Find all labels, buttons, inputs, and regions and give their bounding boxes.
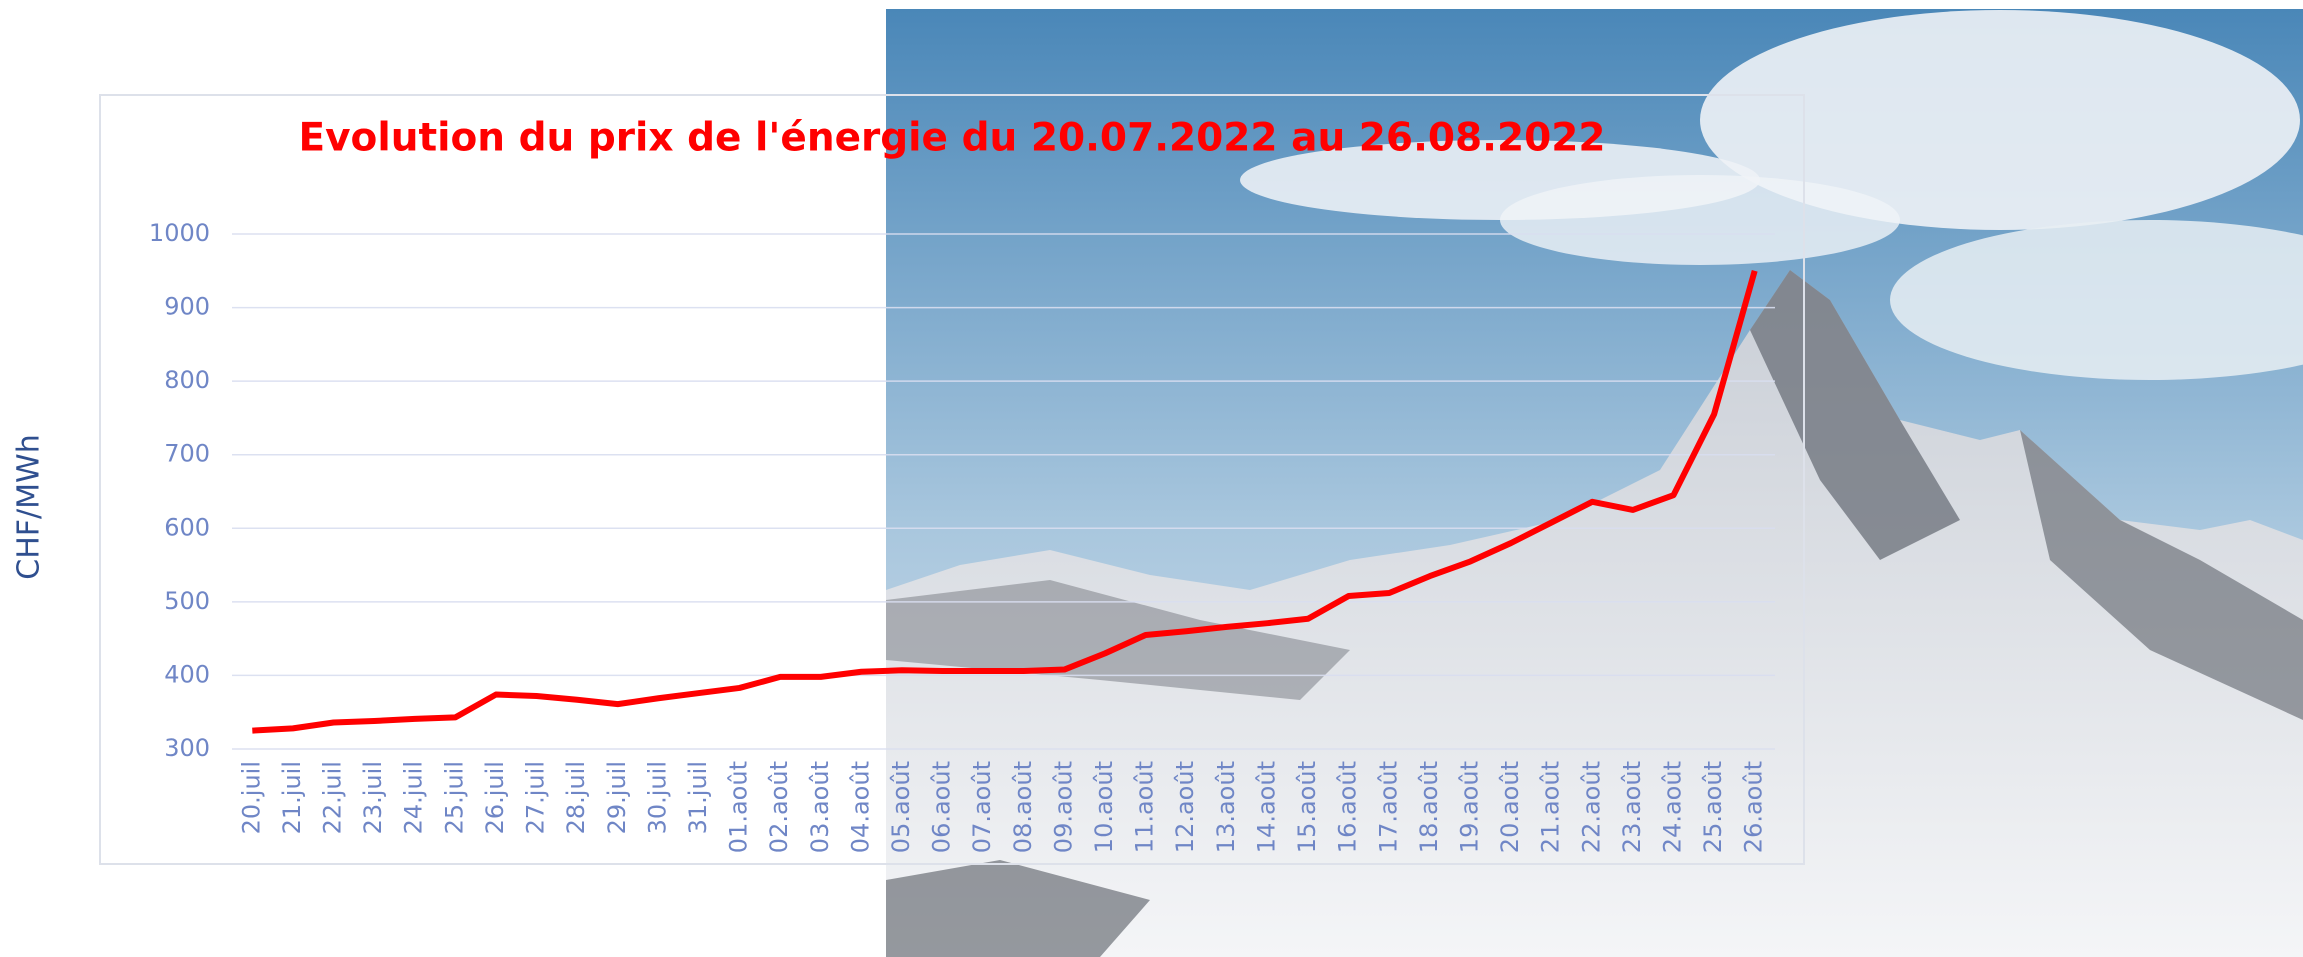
x-tick-label: 30.juil <box>643 761 671 834</box>
x-tick-label: 10.août <box>1090 761 1118 853</box>
x-tick-label: 29.juil <box>603 761 631 834</box>
x-tick-label: 18.août <box>1415 761 1443 853</box>
x-tick-label: 22.juil <box>319 761 347 834</box>
x-tick-label: 27.juil <box>522 761 550 834</box>
x-tick-label: 01.août <box>725 761 753 853</box>
x-tick-label: 04.août <box>846 761 874 853</box>
x-tick-label: 22.août <box>1577 761 1605 853</box>
x-tick-label: 09.août <box>1049 761 1077 853</box>
x-tick-label: 25.août <box>1699 761 1727 853</box>
y-tick-label: 400 <box>164 660 210 688</box>
x-tick-label: 21.août <box>1537 761 1565 853</box>
y-tick-label: 600 <box>164 513 210 541</box>
x-tick-label: 14.août <box>1252 761 1280 853</box>
x-tick-label: 13.août <box>1212 761 1240 853</box>
x-tick-label: 08.août <box>1009 761 1037 853</box>
x-tick-label: 21.juil <box>278 761 306 834</box>
chart: Evolution du prix de l'énergie du 20.07.… <box>0 0 2303 957</box>
x-tick-label: 25.juil <box>440 761 468 834</box>
y-tick-label: 500 <box>164 587 210 615</box>
x-tick-label: 05.août <box>887 761 915 853</box>
chart-title: Evolution du prix de l'énergie du 20.07.… <box>298 116 1605 161</box>
x-tick-label: 07.août <box>968 761 996 853</box>
x-tick-label: 02.août <box>765 761 793 853</box>
x-tick-label: 31.juil <box>684 761 712 834</box>
x-tick-label: 20.août <box>1496 761 1524 853</box>
x-tick-label: 23.juil <box>359 761 387 834</box>
y-tick-label: 800 <box>164 366 210 394</box>
x-tick-label: 17.août <box>1374 761 1402 853</box>
x-tick-label: 26.juil <box>481 761 509 834</box>
x-tick-label: 28.juil <box>562 761 590 834</box>
x-tick-label: 23.août <box>1618 761 1646 853</box>
x-tick-label: 11.août <box>1131 761 1159 853</box>
y-tick-label: 900 <box>164 293 210 321</box>
x-tick-label: 24.juil <box>400 761 428 834</box>
y-axis-label: CHF/MWh <box>12 434 47 579</box>
y-tick-label: 1000 <box>149 219 210 247</box>
x-tick-label: 20.juil <box>237 761 265 834</box>
x-tick-label: 19.août <box>1455 761 1483 853</box>
x-tick-label: 06.août <box>928 761 956 853</box>
x-tick-label: 24.août <box>1658 761 1686 853</box>
x-tick-label: 15.août <box>1293 761 1321 853</box>
x-tick-label: 03.août <box>806 761 834 853</box>
x-tick-label: 12.août <box>1171 761 1199 853</box>
y-tick-label: 300 <box>164 734 210 762</box>
x-tick-label: 16.août <box>1334 761 1362 853</box>
y-tick-label: 700 <box>164 440 210 468</box>
x-tick-label: 26.août <box>1740 761 1768 853</box>
page: {"chart_data": {"type": "line", "title":… <box>0 0 2303 957</box>
